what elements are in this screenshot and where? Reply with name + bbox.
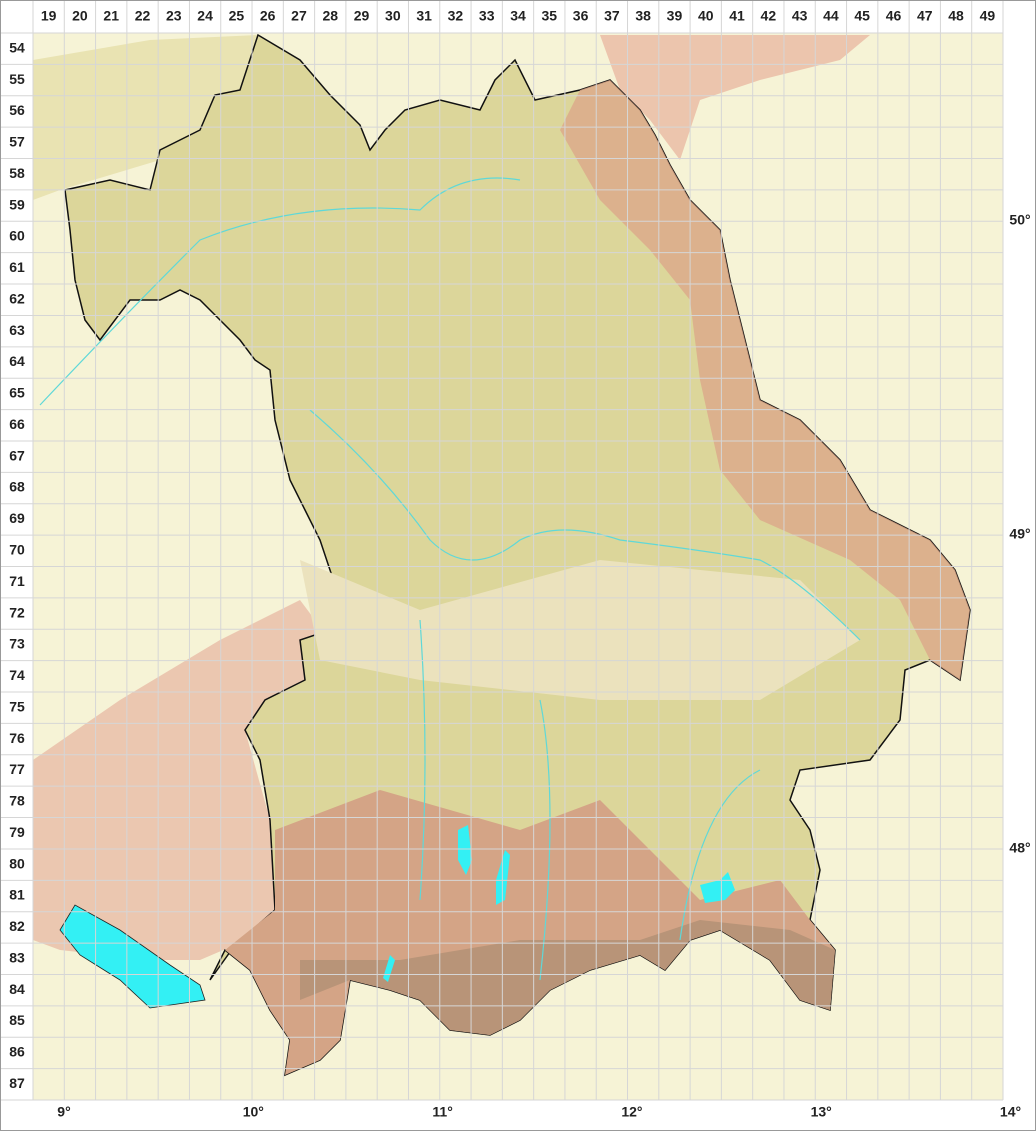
- row-label: 59: [9, 196, 25, 212]
- row-label: 79: [9, 824, 25, 840]
- labels: 19 20 21 22 23 24 25 26 27 28 29 30 31 32 33 34 35 36 37 38…: [9, 8, 1030, 1120]
- longitude-label: 11°: [432, 1104, 452, 1120]
- row-label: 54: [9, 39, 25, 55]
- lake-ammersee: [458, 825, 472, 875]
- row-label: 75: [9, 698, 25, 714]
- column-label: 48: [948, 8, 964, 24]
- row-label: 72: [9, 604, 25, 620]
- northeast-uplands: [600, 35, 870, 160]
- column-label: 46: [886, 8, 902, 24]
- river: [419, 619, 761, 981]
- row-label: 62: [9, 290, 25, 306]
- river: [309, 409, 861, 641]
- eastern-uplands: [560, 80, 970, 680]
- longitude-label: 13°: [811, 1104, 832, 1120]
- column-label: 30: [385, 8, 401, 24]
- row-label: 60: [9, 228, 25, 244]
- row-label: 86: [9, 1044, 25, 1060]
- column-label: 22: [135, 8, 151, 24]
- column-label: 42: [761, 8, 777, 24]
- column-label: 41: [729, 8, 745, 24]
- row-label: 66: [9, 416, 25, 432]
- row-label: 61: [9, 259, 25, 275]
- row-label: 71: [9, 573, 25, 589]
- row-label: 69: [9, 510, 25, 526]
- row-label: 74: [9, 667, 25, 683]
- column-label: 19: [41, 8, 57, 24]
- column-label: 34: [510, 8, 526, 24]
- longitude-label: 10°: [243, 1104, 264, 1120]
- lake-starnberg: [496, 850, 510, 905]
- row-label: 58: [9, 165, 25, 181]
- column-label: 40: [698, 8, 714, 24]
- row-label: 55: [9, 71, 25, 87]
- row-label: 83: [9, 949, 25, 965]
- southwest-uplands: [33, 600, 330, 960]
- column-label: 37: [604, 8, 620, 24]
- column-label: 43: [792, 8, 808, 24]
- lake-chiemsee: [700, 872, 735, 903]
- column-label: 35: [542, 8, 558, 24]
- column-label: 25: [229, 8, 245, 24]
- lake-constance: [59, 904, 206, 1009]
- longitude-label: 14°: [1000, 1104, 1021, 1120]
- column-label: 27: [291, 8, 307, 24]
- latitude-label: 49°: [1009, 526, 1030, 542]
- row-label: 73: [9, 636, 25, 652]
- footer-band: [0, 1100, 1036, 1131]
- row-label: 68: [9, 479, 25, 495]
- column-label: 29: [354, 8, 370, 24]
- column-label: 26: [260, 8, 276, 24]
- row-label: 56: [9, 102, 25, 118]
- river: [39, 177, 521, 406]
- column-label: 33: [479, 8, 495, 24]
- row-band: [0, 0, 33, 1131]
- row-label: 82: [9, 918, 25, 934]
- row-label: 64: [9, 353, 25, 369]
- row-label: 63: [9, 322, 25, 338]
- column-label: 49: [980, 8, 996, 24]
- lake-small: [383, 955, 395, 982]
- header-band: [0, 0, 1036, 33]
- column-label: 32: [448, 8, 464, 24]
- row-label: 57: [9, 134, 25, 150]
- column-label: 47: [917, 8, 933, 24]
- row-label: 84: [9, 981, 25, 997]
- row-label: 70: [9, 542, 25, 558]
- right-band: [1003, 0, 1036, 1131]
- column-label: 45: [854, 8, 870, 24]
- column-label: 28: [322, 8, 338, 24]
- row-label: 65: [9, 385, 25, 401]
- column-label: 31: [416, 8, 432, 24]
- column-label: 21: [103, 8, 119, 24]
- column-label: 20: [72, 8, 88, 24]
- column-label: 38: [635, 8, 651, 24]
- latitude-label: 50°: [1009, 212, 1030, 228]
- longitude-label: 9°: [57, 1104, 70, 1120]
- row-label: 76: [9, 730, 25, 746]
- row-label: 85: [9, 1012, 25, 1028]
- latitude-label: 48°: [1009, 840, 1030, 856]
- column-label: 44: [823, 8, 839, 24]
- row-label: 81: [9, 887, 25, 903]
- column-label: 24: [197, 8, 213, 24]
- row-label: 80: [9, 855, 25, 871]
- row-label: 78: [9, 793, 25, 809]
- column-label: 23: [166, 8, 182, 24]
- row-label: 77: [9, 761, 25, 777]
- row-label: 67: [9, 447, 25, 463]
- column-label: 36: [573, 8, 589, 24]
- longitude-label: 12°: [621, 1104, 642, 1120]
- column-label: 39: [667, 8, 683, 24]
- row-label: 87: [9, 1075, 25, 1091]
